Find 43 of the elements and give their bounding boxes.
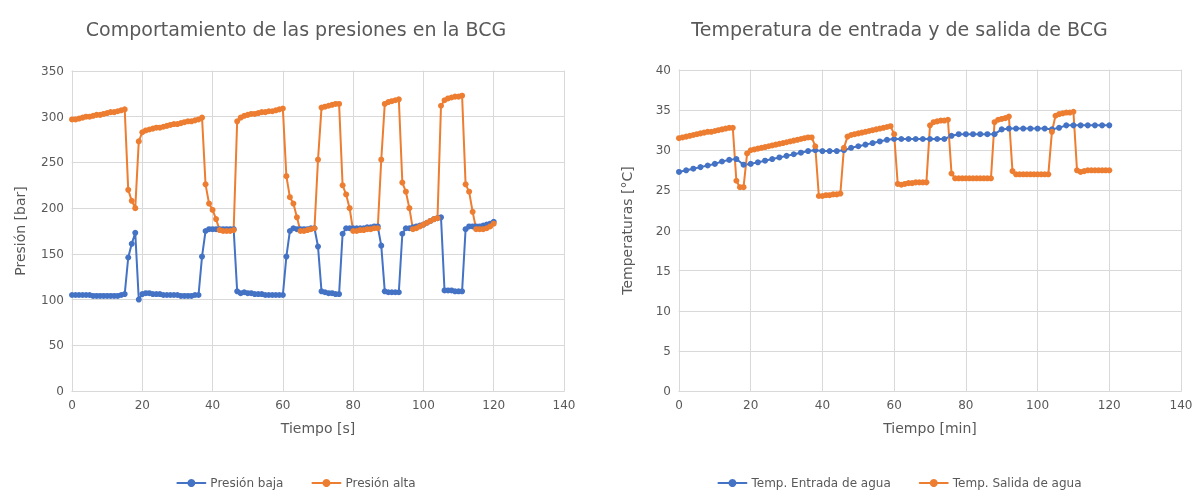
y-tick-label: 150 — [41, 246, 64, 261]
x-axis-title: Tiempo [min] — [882, 420, 977, 436]
y-tick-label: 300 — [41, 109, 64, 124]
legend-label: Presión baja — [210, 476, 284, 490]
y-tick-label: 40 — [655, 63, 671, 77]
x-tick-label: 120 — [482, 398, 506, 412]
x-tick-label: 80 — [958, 398, 974, 412]
x-tick-label: 120 — [1097, 398, 1121, 412]
x-tick-label: 100 — [411, 398, 435, 412]
x-tick-label: 60 — [886, 398, 902, 412]
y-tick-label: 100 — [41, 292, 64, 307]
y-tick-label: 15 — [655, 263, 671, 278]
x-tick-label: 40 — [814, 398, 831, 412]
y-tick-label: 35 — [655, 103, 671, 118]
chart-title: Temperatura de entrada y de salida de BCG — [690, 17, 1108, 40]
y-tick-label: 250 — [41, 155, 64, 170]
y-tick-label: 0 — [56, 384, 64, 398]
y-axis-title: Presión [bar] — [12, 186, 28, 276]
legend-label: Temp. Entrada de agua — [750, 476, 891, 490]
x-tick-label: 20 — [743, 398, 759, 412]
y-tick-label: 50 — [48, 338, 64, 353]
x-tick-label: 20 — [134, 398, 150, 412]
y-tick-label: 350 — [41, 64, 64, 78]
x-tick-label: 0 — [675, 398, 683, 412]
x-tick-label: 0 — [68, 398, 76, 412]
y-tick-label: 0 — [663, 384, 671, 398]
y-tick-label: 25 — [655, 183, 671, 198]
x-tick-label: 140 — [1169, 398, 1193, 412]
legend-label: Presión alta — [345, 476, 416, 490]
y-tick-label: 200 — [41, 201, 64, 216]
y-tick-label: 10 — [655, 303, 671, 318]
x-axis-title: Tiempo [s] — [279, 420, 356, 436]
y-tick-label: 30 — [655, 143, 671, 158]
y-axis-title: Temperaturas [°C] — [619, 166, 635, 296]
x-tick-label: 40 — [204, 398, 221, 412]
y-tick-label: 5 — [663, 343, 671, 358]
x-tick-label: 100 — [1026, 398, 1050, 412]
legend-label: Temp. Salida de agua — [951, 476, 1082, 490]
x-tick-label: 140 — [552, 398, 576, 412]
x-tick-label: 60 — [275, 398, 291, 412]
x-tick-label: 80 — [345, 398, 361, 412]
y-tick-label: 20 — [655, 223, 671, 238]
chart-title: Comportamiento de las presiones en la BCG — [85, 17, 507, 40]
